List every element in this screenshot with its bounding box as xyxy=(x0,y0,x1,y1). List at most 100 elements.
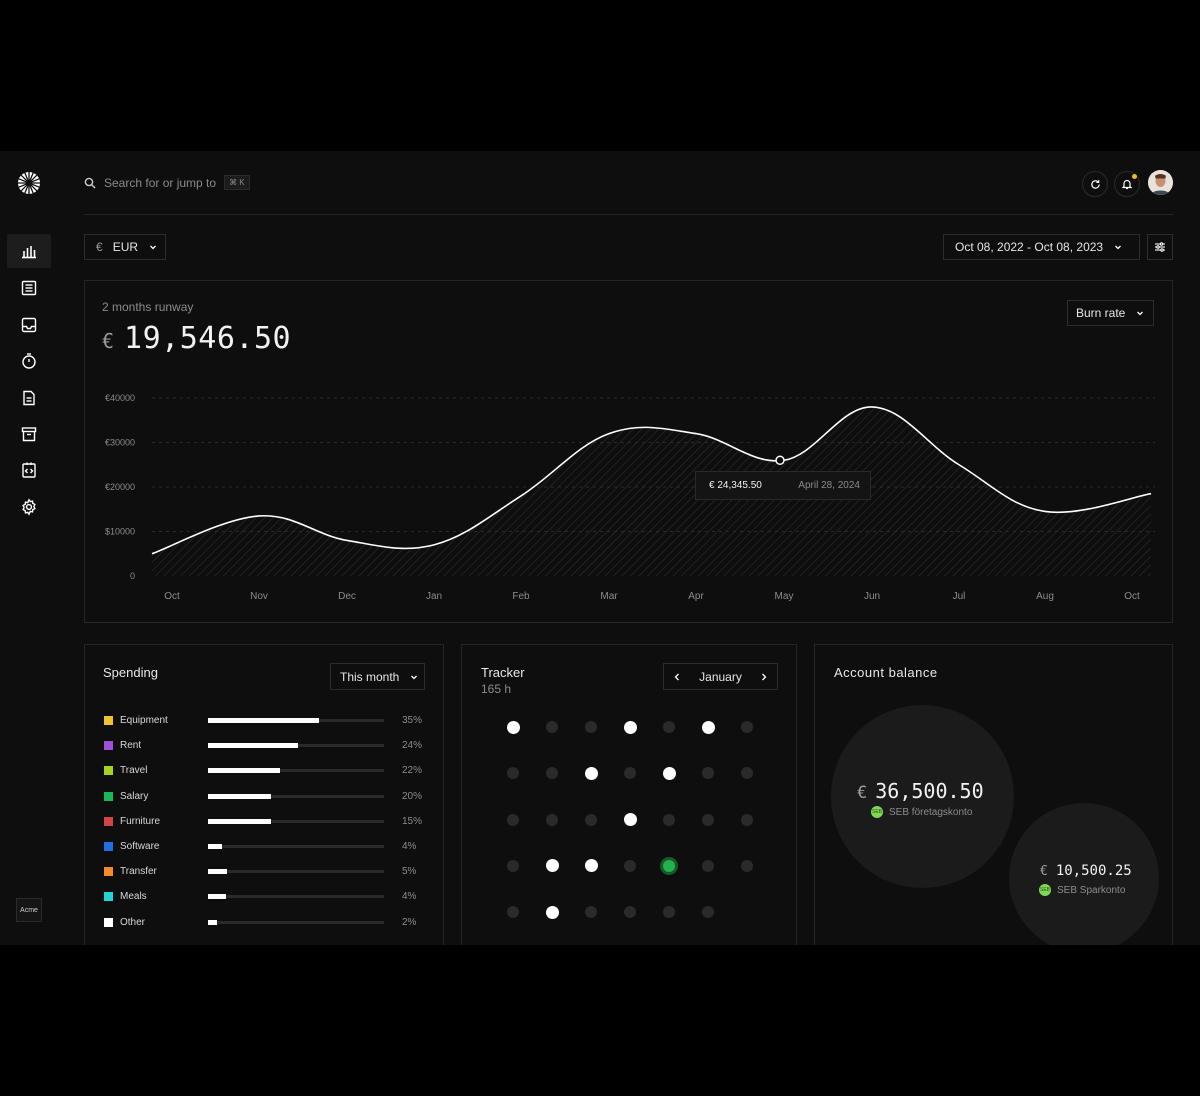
tracker-day[interactable] xyxy=(741,813,753,826)
category-bar-fill xyxy=(208,768,281,774)
search-input[interactable]: Search for or jump to xyxy=(104,175,217,190)
nav-overview[interactable] xyxy=(7,234,51,268)
tracker-day[interactable] xyxy=(623,720,637,734)
search-icon xyxy=(84,177,96,188)
tracker-day[interactable] xyxy=(545,859,559,873)
category-swatch xyxy=(104,716,113,725)
workspace-switcher[interactable]: Acme xyxy=(16,898,42,922)
spending-row[interactable]: Software 4% xyxy=(104,841,424,855)
category-percent: 15% xyxy=(402,815,423,827)
account-bubble[interactable]: € 10,500.25 SEB SEB Sparkonto xyxy=(1009,803,1159,945)
spending-row[interactable]: Other 2% xyxy=(104,917,424,931)
tracker-day[interactable] xyxy=(624,767,636,780)
nav-settings[interactable] xyxy=(7,490,51,524)
spending-row[interactable]: Furniture 15% xyxy=(104,816,424,830)
tracker-day[interactable] xyxy=(741,859,753,872)
bank-logo-text: SEB xyxy=(1039,887,1050,893)
tracker-day[interactable] xyxy=(507,767,519,780)
currency-select[interactable]: € EUR xyxy=(84,234,166,260)
highlight-point[interactable] xyxy=(775,455,785,466)
chevron-down-icon xyxy=(1115,245,1122,250)
chevron-left-icon[interactable] xyxy=(672,672,682,682)
nav-tracker[interactable] xyxy=(7,344,51,378)
tracker-day[interactable] xyxy=(663,721,675,733)
header-divider xyxy=(84,214,1173,215)
tracker-day[interactable] xyxy=(546,721,558,733)
account-value: 36,500.50 xyxy=(875,779,984,803)
sidebar: Acme xyxy=(0,151,58,945)
period-select[interactable]: This month xyxy=(330,663,425,690)
search-bar[interactable]: Search for or jump to ⌘ K xyxy=(84,175,250,190)
spending-row[interactable]: Meals 4% xyxy=(104,891,424,905)
category-swatch xyxy=(104,741,113,751)
chevron-down-icon xyxy=(411,675,418,679)
tracker-title: Tracker xyxy=(481,665,525,680)
spending-row[interactable]: Salary 20% xyxy=(104,791,424,805)
tracker-day[interactable] xyxy=(741,767,753,780)
category-label: Meals xyxy=(120,891,147,903)
tracker-day[interactable] xyxy=(546,767,558,780)
tracker-day[interactable] xyxy=(507,859,519,872)
spending-row[interactable]: Transfer 5% xyxy=(104,866,424,880)
tracker-day[interactable] xyxy=(545,905,559,919)
tracker-day[interactable] xyxy=(663,859,675,872)
runway-amount: € 19,546.50 xyxy=(102,321,291,356)
x-tick-label: Aug xyxy=(1036,591,1054,602)
spending-row[interactable]: Equipment 35% xyxy=(104,715,424,729)
nav-invoices[interactable] xyxy=(7,381,51,415)
filter-button[interactable] xyxy=(1147,234,1173,260)
x-tick-label: Oct xyxy=(164,591,180,602)
nav-vault[interactable] xyxy=(7,417,51,451)
nav-inbox[interactable] xyxy=(7,308,51,342)
category-percent: 20% xyxy=(402,790,423,802)
tracker-day[interactable] xyxy=(624,859,636,872)
workspace-name: Acme xyxy=(20,906,38,914)
tracker-day[interactable] xyxy=(585,906,597,919)
y-tick-label: €20000 xyxy=(105,482,135,492)
tracker-day[interactable] xyxy=(663,813,675,826)
account-bubble[interactable]: € 36,500.50 SEB SEB företagskonto xyxy=(831,705,1014,888)
tracker-day[interactable] xyxy=(624,906,636,919)
spending-row[interactable]: Rent 24% xyxy=(104,740,424,754)
tracker-day[interactable] xyxy=(702,906,714,919)
runway-label: 2 months runway xyxy=(102,300,194,314)
runway-chart[interactable]: €40000 €30000 €20000 $10000 0 Oct Nov Dec Jan Feb… xyxy=(85,281,1172,622)
avatar[interactable] xyxy=(1148,170,1173,195)
tracker-day[interactable] xyxy=(662,766,676,780)
tracker-day[interactable] xyxy=(584,766,598,780)
metric-select[interactable]: Burn rate xyxy=(1067,300,1154,326)
code-file-icon xyxy=(22,462,36,478)
list-icon xyxy=(21,280,37,296)
chevron-right-icon[interactable] xyxy=(759,672,769,682)
runway-panel: 2 months runway € 19,546.50 Burn rate €4… xyxy=(84,280,1173,623)
category-percent: 5% xyxy=(402,866,417,878)
logo-icon[interactable] xyxy=(17,171,41,195)
tooltip-value: € 24,345.50 xyxy=(709,480,762,491)
tracker-day[interactable] xyxy=(702,767,714,780)
account-amount: € 36,500.50 xyxy=(857,779,984,803)
tracker-day[interactable] xyxy=(623,813,637,827)
tracker-day[interactable] xyxy=(741,721,753,733)
tracker-day[interactable] xyxy=(507,813,519,826)
date-range-picker[interactable]: Oct 08, 2022 - Oct 08, 2023 xyxy=(943,234,1140,260)
nav-apps[interactable] xyxy=(7,453,51,487)
tracker-day[interactable] xyxy=(506,720,520,734)
tracker-day[interactable] xyxy=(663,906,675,919)
spending-row[interactable]: Travel 22% xyxy=(104,765,424,779)
tracker-day[interactable] xyxy=(585,721,597,733)
tracker-day[interactable] xyxy=(546,813,558,826)
app-window: Acme Search for or jump to ⌘ K € EUR Oct… xyxy=(0,151,1200,945)
category-bar-fill xyxy=(208,818,272,824)
refresh-button[interactable] xyxy=(1082,171,1108,197)
tracker-day[interactable] xyxy=(584,859,598,873)
category-bar-track xyxy=(208,793,384,799)
tracker-day[interactable] xyxy=(507,906,519,919)
category-bar-fill xyxy=(208,844,223,849)
tracker-day[interactable] xyxy=(702,813,714,826)
notifications-button[interactable] xyxy=(1114,171,1140,197)
category-bar-fill xyxy=(208,919,217,925)
tracker-day[interactable] xyxy=(702,859,714,872)
tracker-day[interactable] xyxy=(585,813,597,826)
tracker-day[interactable] xyxy=(701,720,715,734)
nav-transactions[interactable] xyxy=(7,271,51,305)
